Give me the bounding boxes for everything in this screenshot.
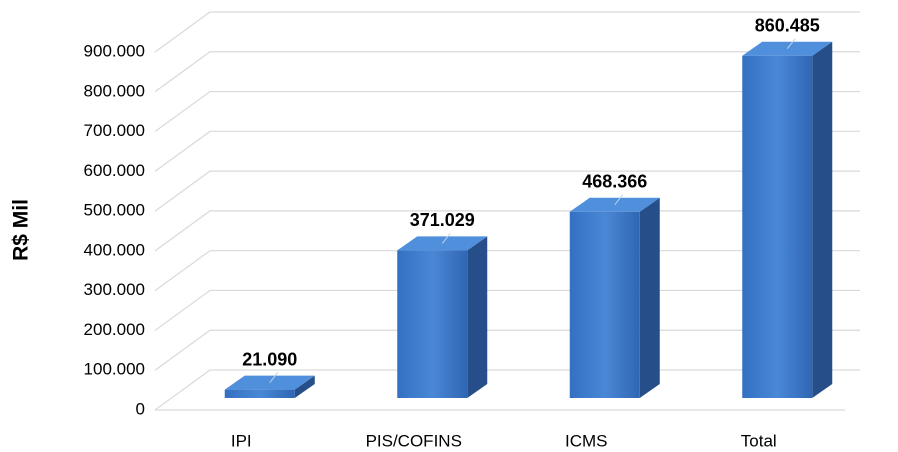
bar bbox=[397, 236, 488, 398]
x-tick-label: ICMS bbox=[565, 431, 608, 450]
y-tick-label: 700.000 bbox=[84, 121, 145, 140]
y-tick-label: 900.000 bbox=[84, 41, 145, 60]
leader-line bbox=[614, 194, 624, 206]
bar-face bbox=[467, 236, 488, 398]
y-tick-label: 500.000 bbox=[84, 201, 145, 220]
x-tick-label: PIS/COFINS bbox=[366, 431, 462, 450]
bar-face bbox=[294, 375, 315, 398]
bar bbox=[224, 375, 315, 398]
grid-line bbox=[154, 11, 860, 53]
grid-line bbox=[154, 90, 860, 133]
bar-face bbox=[224, 389, 295, 398]
value-label: 21.090 bbox=[242, 349, 297, 369]
bar-face bbox=[569, 211, 640, 398]
x-tick-label: IPI bbox=[231, 431, 252, 450]
value-label: 468.366 bbox=[582, 171, 647, 191]
grid-line bbox=[154, 130, 860, 172]
grid-line bbox=[154, 170, 860, 212]
leader-line bbox=[269, 372, 279, 383]
y-tick-label: 600.000 bbox=[84, 161, 145, 180]
x-tick-label: Total bbox=[741, 431, 777, 450]
bar bbox=[569, 197, 660, 398]
bar-face bbox=[812, 41, 833, 398]
bar-face bbox=[397, 250, 468, 398]
leader-line bbox=[441, 233, 451, 244]
y-tick-label: 200.000 bbox=[84, 320, 145, 339]
y-tick-label: 300.000 bbox=[84, 280, 145, 299]
bar-face bbox=[639, 197, 660, 398]
bar-face bbox=[742, 55, 813, 398]
y-tick-label: 400.000 bbox=[84, 240, 145, 259]
bar bbox=[742, 41, 833, 398]
y-tick-label: 800.000 bbox=[84, 81, 145, 100]
y-tick-label: 0 bbox=[136, 399, 145, 418]
y-tick-label: 100.000 bbox=[84, 360, 145, 379]
value-label: 860.485 bbox=[755, 15, 820, 35]
leader-line bbox=[786, 38, 796, 50]
y-axis-label: R$ Mil bbox=[10, 199, 33, 261]
value-label: 371.029 bbox=[410, 210, 475, 230]
grid-line bbox=[154, 51, 860, 93]
